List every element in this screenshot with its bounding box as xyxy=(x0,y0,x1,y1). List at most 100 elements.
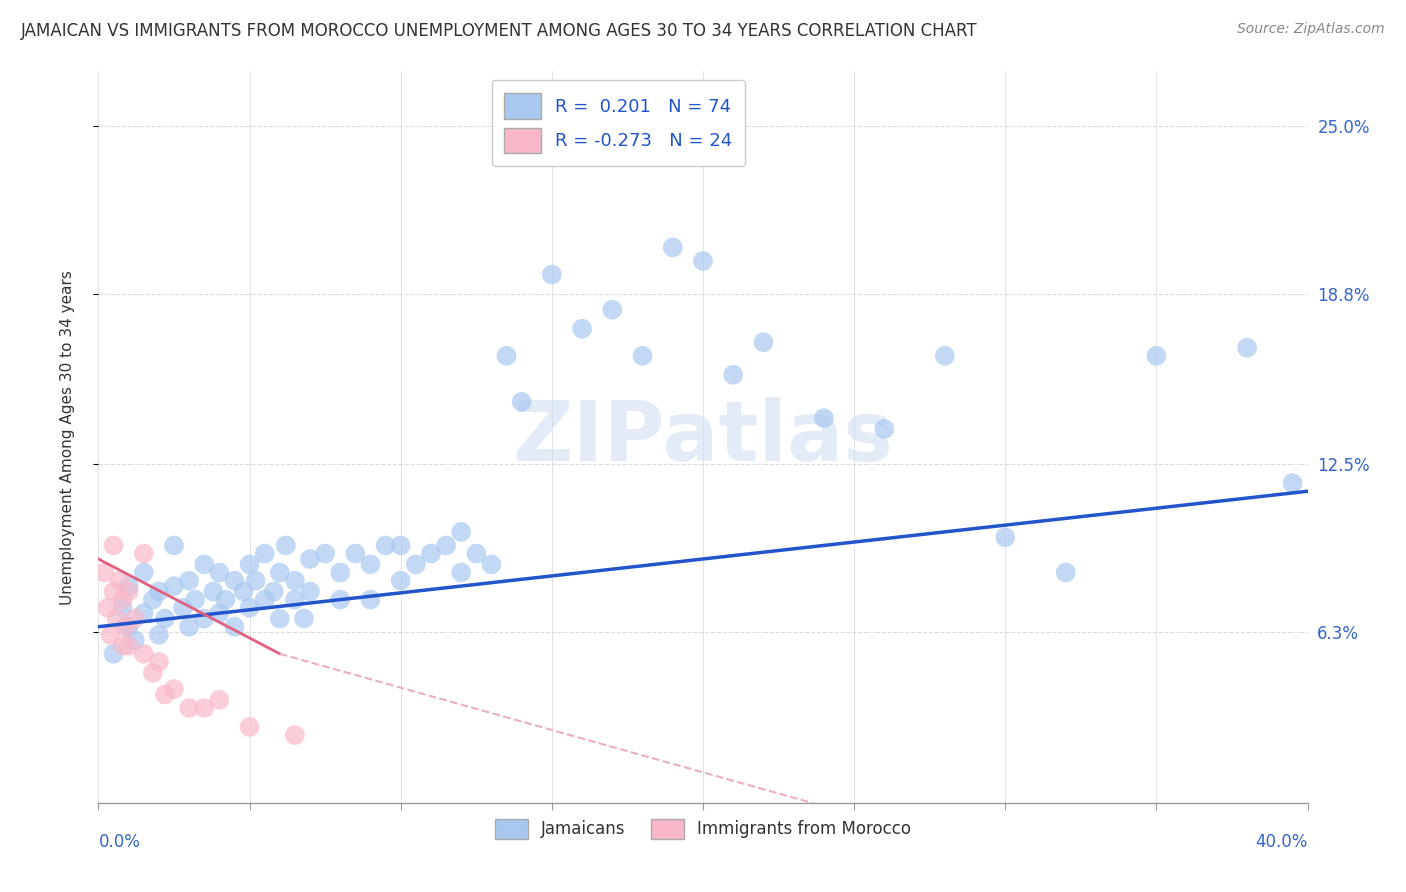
Point xyxy=(344,547,367,561)
Point xyxy=(148,584,170,599)
Point xyxy=(269,611,291,625)
Point xyxy=(124,611,146,625)
Text: 0.0%: 0.0% xyxy=(98,833,141,851)
Point xyxy=(994,530,1017,544)
Point xyxy=(873,422,896,436)
Point xyxy=(510,395,533,409)
Point xyxy=(179,701,201,715)
Point xyxy=(224,620,246,634)
Point xyxy=(163,579,186,593)
Point xyxy=(299,584,322,599)
Point xyxy=(224,574,246,588)
Point xyxy=(284,728,307,742)
Point xyxy=(540,268,562,282)
Point xyxy=(602,302,624,317)
Point xyxy=(179,574,201,588)
Text: JAMAICAN VS IMMIGRANTS FROM MOROCCO UNEMPLOYMENT AMONG AGES 30 TO 34 YEARS CORRE: JAMAICAN VS IMMIGRANTS FROM MOROCCO UNEM… xyxy=(21,22,977,40)
Point xyxy=(193,558,215,572)
Point xyxy=(108,574,131,588)
Y-axis label: Unemployment Among Ages 30 to 34 years: Unemployment Among Ages 30 to 34 years xyxy=(60,269,75,605)
Point xyxy=(105,611,128,625)
Point xyxy=(142,665,165,680)
Point xyxy=(239,720,262,734)
Point xyxy=(132,566,155,580)
Point xyxy=(118,639,141,653)
Point xyxy=(96,600,118,615)
Point xyxy=(631,349,654,363)
Point xyxy=(163,681,186,696)
Point xyxy=(292,611,315,625)
Point xyxy=(284,574,307,588)
Point xyxy=(153,611,176,625)
Point xyxy=(184,592,207,607)
Text: Source: ZipAtlas.com: Source: ZipAtlas.com xyxy=(1237,22,1385,37)
Point xyxy=(360,558,382,572)
Point xyxy=(208,693,231,707)
Point xyxy=(269,566,291,580)
Point xyxy=(692,254,714,268)
Point xyxy=(329,592,352,607)
Point xyxy=(239,558,262,572)
Point xyxy=(495,349,517,363)
Legend: Jamaicans, Immigrants from Morocco: Jamaicans, Immigrants from Morocco xyxy=(488,812,918,846)
Point xyxy=(374,538,396,552)
Point xyxy=(163,538,186,552)
Point xyxy=(1236,341,1258,355)
Point xyxy=(118,584,141,599)
Point xyxy=(148,628,170,642)
Point xyxy=(142,592,165,607)
Point xyxy=(934,349,956,363)
Point xyxy=(1144,349,1167,363)
Point xyxy=(114,620,136,634)
Point xyxy=(208,606,231,620)
Point xyxy=(723,368,745,382)
Point xyxy=(172,600,194,615)
Point xyxy=(571,322,593,336)
Point xyxy=(263,584,285,599)
Point xyxy=(148,655,170,669)
Point xyxy=(813,411,835,425)
Text: ZIPatlas: ZIPatlas xyxy=(513,397,893,477)
Point xyxy=(202,584,225,599)
Text: 40.0%: 40.0% xyxy=(1256,833,1308,851)
Point xyxy=(132,547,155,561)
Point xyxy=(214,592,236,607)
Point xyxy=(179,620,201,634)
Point xyxy=(232,584,254,599)
Point xyxy=(193,701,215,715)
Point xyxy=(93,566,115,580)
Point xyxy=(389,538,412,552)
Point xyxy=(253,547,276,561)
Point xyxy=(1281,476,1303,491)
Point xyxy=(239,600,262,615)
Point xyxy=(481,558,503,572)
Point xyxy=(405,558,427,572)
Point xyxy=(450,524,472,539)
Point xyxy=(253,592,276,607)
Point xyxy=(1054,566,1077,580)
Point xyxy=(465,547,488,561)
Point xyxy=(124,633,146,648)
Point xyxy=(193,611,215,625)
Point xyxy=(299,552,322,566)
Point xyxy=(111,600,134,615)
Point xyxy=(434,538,457,552)
Point xyxy=(420,547,443,561)
Point xyxy=(208,566,231,580)
Point xyxy=(111,639,134,653)
Point xyxy=(752,335,775,350)
Point xyxy=(329,566,352,580)
Point xyxy=(132,647,155,661)
Point xyxy=(103,647,125,661)
Point xyxy=(284,592,307,607)
Point xyxy=(389,574,412,588)
Point xyxy=(314,547,336,561)
Point xyxy=(132,606,155,620)
Point xyxy=(153,688,176,702)
Point xyxy=(103,538,125,552)
Point xyxy=(118,620,141,634)
Point xyxy=(450,566,472,580)
Point xyxy=(245,574,267,588)
Point xyxy=(360,592,382,607)
Point xyxy=(111,592,134,607)
